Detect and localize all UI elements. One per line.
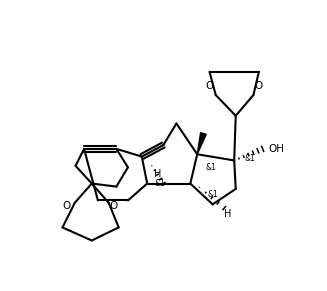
- Text: &1: &1: [244, 154, 255, 163]
- Text: &1: &1: [206, 163, 216, 172]
- Text: O: O: [62, 201, 70, 211]
- Text: O: O: [109, 201, 117, 211]
- Text: H: H: [153, 168, 161, 178]
- Text: &1: &1: [155, 179, 166, 188]
- Text: O: O: [255, 81, 263, 91]
- Polygon shape: [197, 133, 206, 154]
- Text: O: O: [205, 81, 214, 91]
- Text: OH: OH: [269, 144, 285, 154]
- Text: &1: &1: [207, 190, 218, 199]
- Text: H: H: [224, 209, 232, 219]
